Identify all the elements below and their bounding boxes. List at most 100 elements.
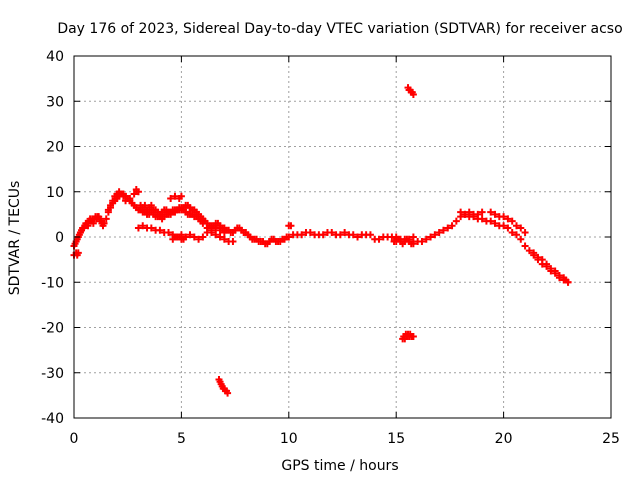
data-point [354,233,362,241]
data-point [224,389,232,397]
data-point [452,217,460,225]
y-tick-label: -10 [41,275,64,291]
data-point [431,231,439,239]
data-point [203,228,211,236]
data-point [229,238,237,246]
data-point [216,226,224,234]
y-tick-label: -20 [41,321,64,337]
data-point [512,222,520,230]
data-point [474,210,482,218]
data-point [306,228,314,236]
data-point [207,226,215,234]
data-point [375,235,383,243]
data-point [366,231,374,239]
data-point [107,201,115,209]
x-tick-label: 0 [70,431,79,447]
data-point [521,242,529,250]
y-tick-label: 30 [46,94,64,110]
x-tick-label: 20 [495,431,513,447]
data-point [130,190,138,198]
data-point [134,188,142,196]
data-point [139,222,147,230]
data-point [349,231,357,239]
data-point [478,208,486,216]
data-point [525,247,533,255]
data-point [336,231,344,239]
data-point [89,219,97,227]
data-point [555,271,563,279]
data-point [409,233,417,241]
data-point [74,249,82,257]
data-points [70,84,572,397]
data-point [102,215,110,223]
grid-layer [74,56,611,418]
x-tick-label: 25 [602,431,620,447]
data-point [512,231,520,239]
data-point [126,195,134,203]
y-tick-label: -30 [41,366,64,382]
data-point [422,235,430,243]
data-point [319,231,327,239]
data-point [487,217,495,225]
data-point [212,231,220,239]
data-point [547,265,555,273]
data-point [491,210,499,218]
data-point [409,333,417,341]
data-point [287,222,295,230]
y-tick-label: -40 [41,411,64,427]
data-point [530,249,538,257]
data-point [216,233,224,241]
data-point [504,224,512,232]
data-point [199,233,207,241]
x-axis-label: GPS time / hours [281,458,398,474]
y-tick-label: 0 [55,230,64,246]
x-tick-label: 15 [387,431,405,447]
y-tick-label: 40 [46,49,64,65]
data-point [508,217,516,225]
data-point [285,233,293,241]
data-point [122,197,130,205]
data-point [508,228,516,236]
data-point [165,228,173,236]
data-point [427,233,435,241]
y-axis-label: SDTVAR / TECUs [7,181,23,296]
data-point [109,197,117,205]
data-point [491,219,499,227]
data-point [199,219,207,227]
data-point [177,192,185,200]
y-tick-label: 20 [46,140,64,156]
data-point [409,240,417,248]
data-point [521,228,529,236]
data-point [171,192,179,200]
data-point [448,222,456,230]
data-point [212,224,220,232]
data-point [500,222,508,230]
data-point [220,228,228,236]
data-point [465,208,473,216]
data-point [104,206,112,214]
data-point [84,222,92,230]
x-tick-label: 10 [280,431,298,447]
data-point [298,231,306,239]
y-tick-label: 10 [46,185,64,201]
data-point [457,208,465,216]
data-point [418,238,426,246]
data-point [195,235,203,243]
data-point [167,195,175,203]
data-point [175,233,183,241]
data-point [551,267,559,275]
data-point [504,215,512,223]
axis-ticks: 0 5 10 15 20 25 -40 -30 -20 -10 0 10 20 30 40 [41,49,620,447]
data-point [409,90,417,98]
data-point [478,215,486,223]
data-point [461,210,469,218]
data-point [147,224,155,232]
data-point [517,235,525,243]
data-point [487,208,495,216]
data-point [328,228,336,236]
data-point [119,192,127,200]
chart-title: Day 176 of 2023, Sidereal Day-to-day VTE… [57,21,622,37]
data-point [538,256,546,264]
